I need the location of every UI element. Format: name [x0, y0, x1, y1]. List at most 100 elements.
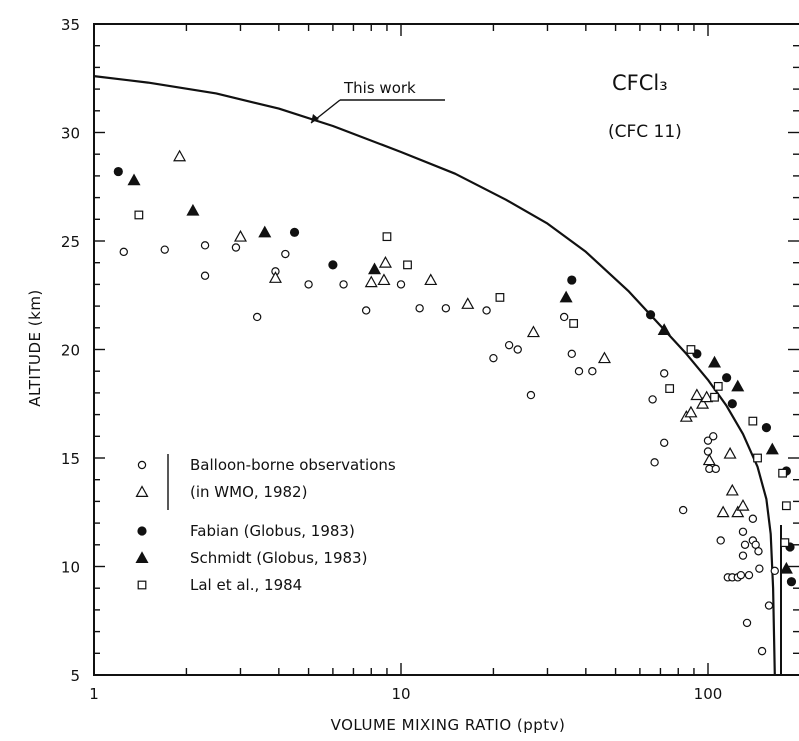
data-point	[382, 232, 392, 242]
data-point	[368, 262, 382, 275]
data-point	[258, 225, 272, 238]
data-point	[137, 580, 147, 590]
legend-item: Lal et al., 1984	[137, 576, 302, 594]
data-point	[328, 260, 338, 270]
data-point	[403, 260, 412, 270]
data-point	[281, 249, 290, 259]
legend-label: Fabian (Globus, 1983)	[190, 522, 355, 540]
data-point	[415, 304, 424, 313]
legend-item: Balloon-borne observations	[137, 456, 396, 474]
data-point	[127, 173, 141, 186]
y-axis-title: ALTITUDE (km)	[26, 289, 44, 407]
data-point	[765, 442, 779, 455]
data-point	[707, 355, 722, 368]
data-point	[657, 323, 671, 335]
data-point	[723, 446, 737, 459]
data-point	[173, 149, 187, 162]
legend-label: Balloon-borne observations	[190, 456, 396, 474]
data-point	[738, 527, 748, 536]
data-point	[231, 243, 241, 252]
data-point	[233, 229, 247, 242]
chart-title: CFCl₃	[612, 71, 668, 95]
data-point	[748, 416, 758, 426]
data-point	[186, 203, 200, 216]
data-point	[711, 464, 720, 474]
data-point	[702, 453, 716, 466]
data-point	[781, 501, 791, 511]
data-point	[684, 405, 698, 418]
data-point	[753, 453, 762, 463]
data-point	[424, 273, 438, 286]
data-point	[513, 345, 522, 354]
data-point	[731, 379, 745, 392]
data-point	[696, 397, 710, 409]
x-tick-label: 10	[391, 685, 410, 703]
data-point	[727, 399, 737, 409]
data-point	[441, 304, 451, 313]
legend: Balloon-borne observations (in WMO, 1982)…	[135, 454, 396, 594]
data-point	[778, 468, 788, 478]
data-point	[495, 293, 505, 302]
data-point	[754, 547, 763, 556]
series-open-circle	[119, 241, 779, 656]
data-point	[660, 438, 669, 448]
legend-label: Lal et al., 1984	[190, 576, 302, 594]
arrow-head	[311, 114, 319, 123]
data-point	[134, 210, 144, 220]
y-tick-label: 25	[61, 233, 80, 251]
data-point	[650, 458, 659, 467]
data-point	[268, 271, 282, 283]
data-point	[764, 601, 774, 610]
data-point	[567, 275, 577, 285]
data-point	[396, 280, 406, 289]
chart-subtitle: (CFC 11)	[608, 122, 682, 142]
curve-annotation: This work	[310, 79, 445, 124]
y-tick-label: 35	[61, 16, 80, 34]
legend-label: Schmidt (Globus, 1983)	[190, 549, 367, 567]
data-point	[482, 306, 491, 315]
series-open-square	[134, 210, 791, 548]
model-curve-layer	[93, 75, 776, 676]
data-point	[648, 395, 657, 404]
y-tick-label: 15	[61, 450, 80, 468]
data-point	[770, 566, 779, 576]
data-point	[703, 436, 713, 445]
data-point	[665, 384, 675, 393]
data-point	[569, 319, 579, 328]
data-point	[364, 275, 378, 288]
data-point	[738, 551, 748, 560]
data-point	[757, 646, 767, 656]
data-point	[722, 373, 732, 383]
data-point	[559, 290, 573, 303]
data-point	[761, 423, 772, 433]
data-point	[160, 245, 169, 254]
data-point	[703, 447, 713, 456]
data-point	[574, 367, 584, 376]
model-curve	[93, 75, 776, 676]
data-point	[716, 505, 730, 518]
data-point	[744, 570, 754, 580]
data-point	[489, 353, 498, 363]
data-point	[137, 526, 147, 536]
data-point	[289, 227, 300, 237]
data-point	[339, 280, 348, 289]
data-point	[461, 297, 475, 309]
data-point	[645, 310, 656, 320]
y-tick-label: 30	[61, 125, 80, 143]
data-point	[678, 505, 688, 515]
legend-item: Schmidt (Globus, 1983)	[135, 549, 367, 567]
data-point	[780, 538, 790, 548]
data-point	[709, 432, 718, 441]
legend-item: Fabian (Globus, 1983)	[137, 522, 355, 540]
data-point	[736, 570, 746, 580]
data-point	[304, 280, 313, 289]
x-axis-title: VOLUME MIXING RATIO (pptv)	[331, 716, 566, 734]
data-point	[740, 540, 750, 550]
data-point	[504, 340, 514, 350]
data-point	[200, 271, 210, 280]
data-point	[710, 392, 719, 402]
series-open-triangle	[173, 149, 750, 518]
data-point	[748, 514, 758, 523]
data-point	[119, 247, 128, 257]
data-point	[686, 345, 696, 354]
